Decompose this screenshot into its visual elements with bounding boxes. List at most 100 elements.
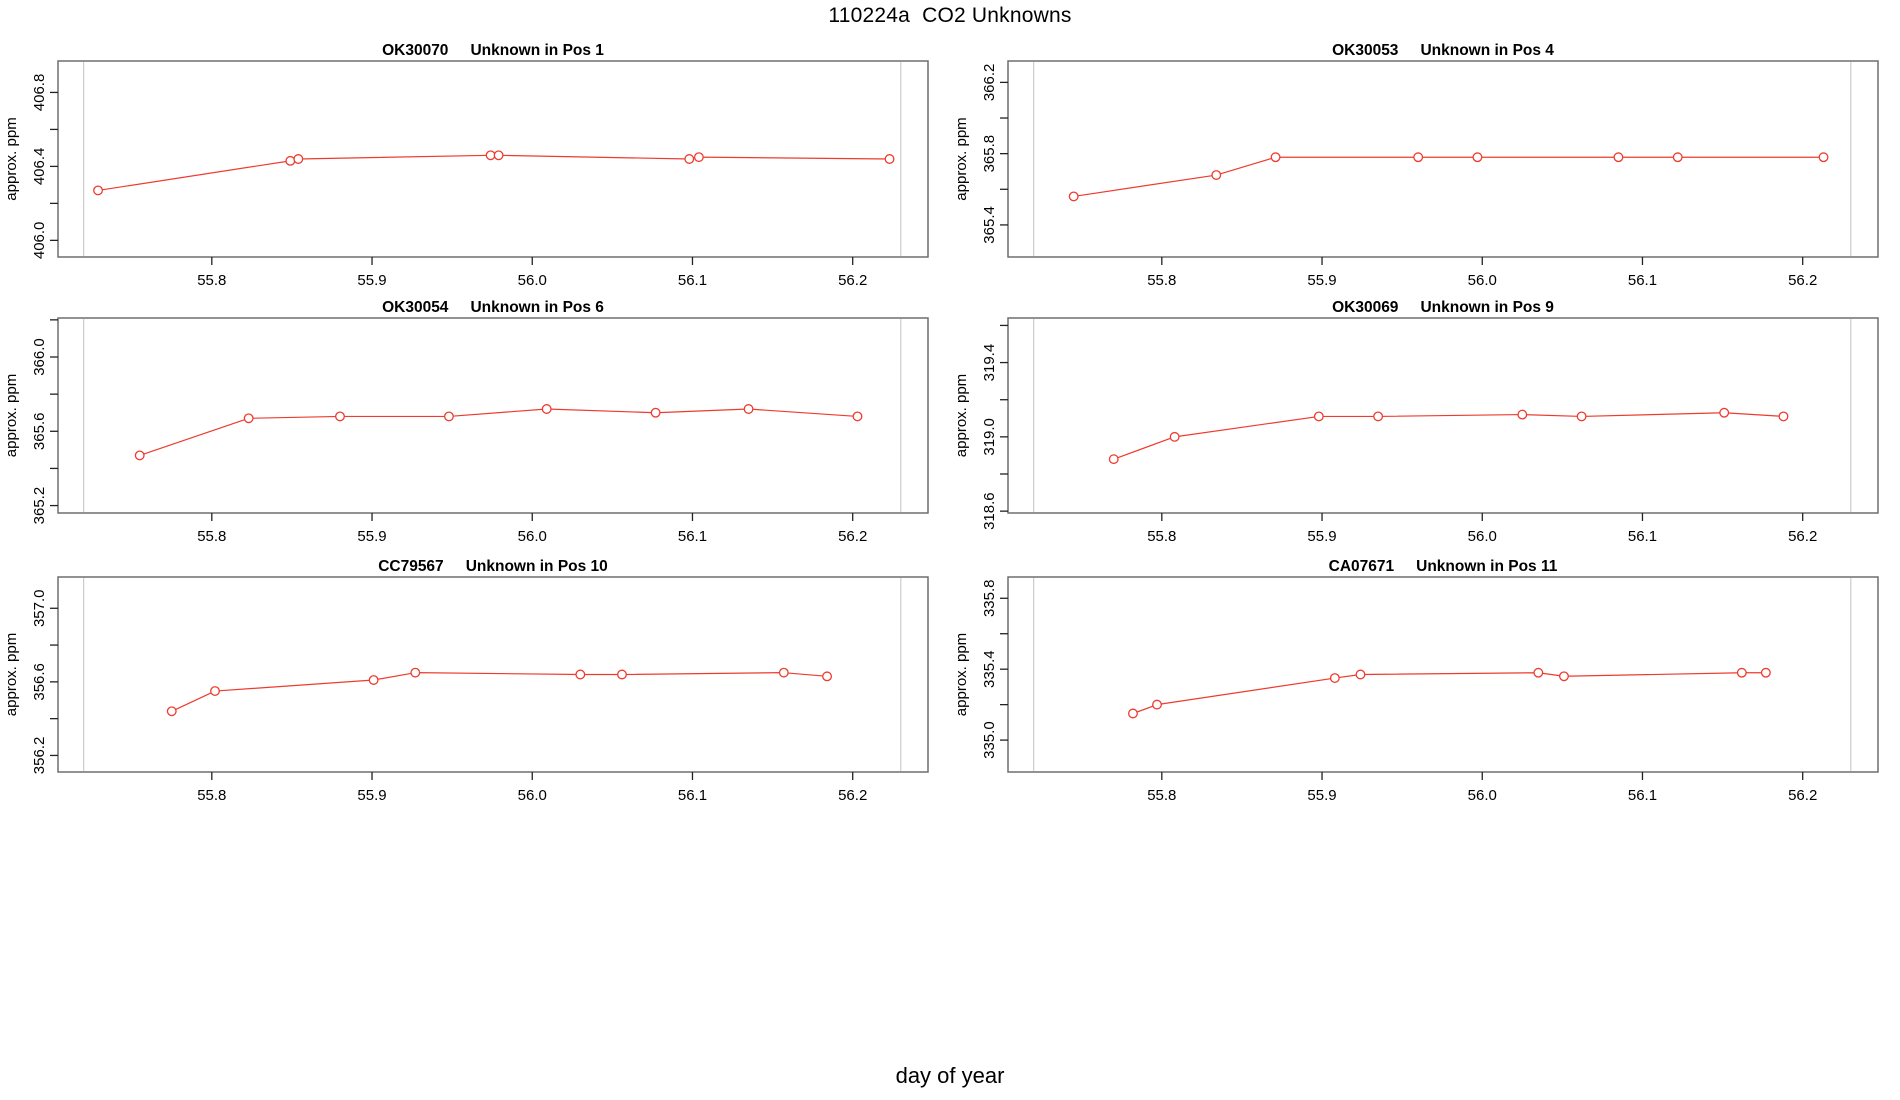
ytick-label: 335.4 [981, 650, 998, 688]
y-axis-title: approx. ppm [953, 117, 970, 200]
ytick-label: 319.4 [981, 344, 998, 382]
y-axis-title: approx. ppm [3, 117, 20, 200]
data-point [1719, 407, 1730, 418]
xtick-label: 56.1 [678, 528, 707, 545]
panel-OK30054: OK30054 Unknown in Pos 6 365.2 365.6 366.0 ap… [3, 299, 929, 545]
panel-title: OK30070 Unknown in Pos 1 [382, 42, 604, 59]
data-point [822, 671, 833, 682]
panel-title: CC79567 Unknown in Pos 10 [378, 558, 608, 575]
data-point [743, 404, 754, 414]
data-point [1778, 411, 1789, 422]
data-point [166, 706, 177, 717]
data-point [778, 667, 789, 678]
ytick-label: 365.4 [981, 206, 998, 244]
ytick-label: 365.6 [31, 413, 48, 451]
panel-title-desc: Unknown in Pos 4 [1420, 42, 1554, 59]
data-point [1559, 671, 1569, 682]
xtick-label: 55.8 [197, 528, 226, 545]
xtick-label: 56.2 [1788, 528, 1817, 545]
xtick-label: 55.8 [1147, 272, 1176, 289]
plot-box [57, 60, 929, 258]
panel-title-desc: Unknown in Pos 10 [466, 558, 608, 575]
figure-title: 110224a CO2 Unknowns [828, 4, 1072, 27]
data-point [617, 669, 627, 680]
plot-box [1007, 317, 1879, 514]
panel-title: OK30054 Unknown in Pos 6 [382, 299, 604, 316]
xtick-label: 56.1 [1628, 528, 1657, 545]
data-point [1413, 152, 1424, 163]
xtick-label: 55.9 [357, 528, 386, 545]
xtick-label: 55.9 [1307, 787, 1336, 804]
ytick-label: 365.8 [981, 135, 998, 173]
data-point [1818, 152, 1829, 163]
y-axis-title: approx. ppm [3, 374, 20, 457]
xtick-label: 56.0 [518, 787, 547, 804]
panel-OK30070: OK30070 Unknown in Pos 1 406.0 406.4 406.8 ap… [3, 42, 929, 289]
data-point [293, 154, 304, 164]
panel-OK30053: OK30053 Unknown in Pos 4 365.4 365.8 366.2 ap… [953, 42, 1879, 289]
data-point [335, 411, 345, 422]
xtick-label: 55.8 [197, 787, 226, 804]
data-point [1152, 699, 1162, 710]
series-line [1073, 156, 1824, 198]
ytick-label: 357.0 [31, 590, 48, 628]
xtick-label: 55.8 [1147, 787, 1176, 804]
y-axis-title: approx. ppm [3, 633, 20, 716]
xtick-label: 56.2 [838, 787, 867, 804]
data-point [1533, 667, 1544, 678]
xtick-label: 55.9 [357, 272, 386, 289]
panel-title-id: CA07671 [1329, 558, 1395, 575]
ytick-label: 365.2 [31, 487, 48, 525]
ytick-label: 335.0 [981, 721, 998, 759]
xtick-label: 56.1 [1628, 272, 1657, 289]
xtick-label: 55.8 [197, 272, 226, 289]
xtick-label: 56.2 [838, 272, 867, 289]
series-line [171, 672, 828, 712]
y-axis-title: approx. ppm [953, 633, 970, 716]
data-point [541, 404, 552, 414]
panel-title-id: OK30070 [382, 42, 448, 59]
plot-box [57, 576, 929, 773]
x-axis-title: day of year [895, 1063, 1005, 1088]
data-point [1128, 708, 1138, 719]
series-line [1132, 672, 1766, 715]
panel-title-desc: Unknown in Pos 6 [470, 299, 604, 316]
panel-title-desc: Unknown in Pos 11 [1416, 558, 1558, 575]
xtick-label: 56.2 [1788, 272, 1817, 289]
xtick-label: 56.0 [1468, 528, 1497, 545]
ytick-label: 406.0 [31, 222, 48, 260]
plot-box [1007, 60, 1879, 258]
ytick-label: 335.8 [981, 579, 998, 617]
panel-title-id: OK30069 [1332, 299, 1399, 316]
ytick-label: 366.2 [981, 64, 998, 102]
ytick-label: 356.2 [31, 737, 48, 775]
data-point [443, 411, 454, 422]
data-point [1472, 152, 1483, 163]
data-point [1736, 667, 1747, 678]
data-point [693, 152, 704, 163]
data-point [1169, 431, 1180, 442]
data-point [134, 450, 145, 461]
panel-title: CA07671 Unknown in Pos 11 [1329, 558, 1558, 575]
panel-title-id: CC79567 [378, 558, 444, 575]
xtick-label: 56.0 [518, 272, 547, 289]
xtick-label: 56.0 [518, 528, 547, 545]
ytick-label: 406.4 [31, 148, 48, 186]
xtick-label: 56.0 [1468, 272, 1497, 289]
data-point [1313, 411, 1324, 422]
series-line [97, 154, 890, 192]
data-point [1108, 454, 1119, 465]
panel-title-desc: Unknown in Pos 1 [470, 42, 604, 59]
series-line [139, 408, 858, 456]
panel-title-id: OK30053 [1332, 42, 1399, 59]
panel-CC79567: CC79567 Unknown in Pos 10 356.2 356.6 357.0 a… [3, 558, 929, 804]
data-point [650, 407, 661, 418]
data-point [1270, 152, 1281, 163]
panel-title-desc: Unknown in Pos 9 [1420, 299, 1554, 316]
xtick-label: 56.1 [1628, 787, 1657, 804]
plot-box [57, 317, 929, 514]
data-point [410, 667, 421, 678]
ytick-label: 319.0 [981, 418, 998, 456]
